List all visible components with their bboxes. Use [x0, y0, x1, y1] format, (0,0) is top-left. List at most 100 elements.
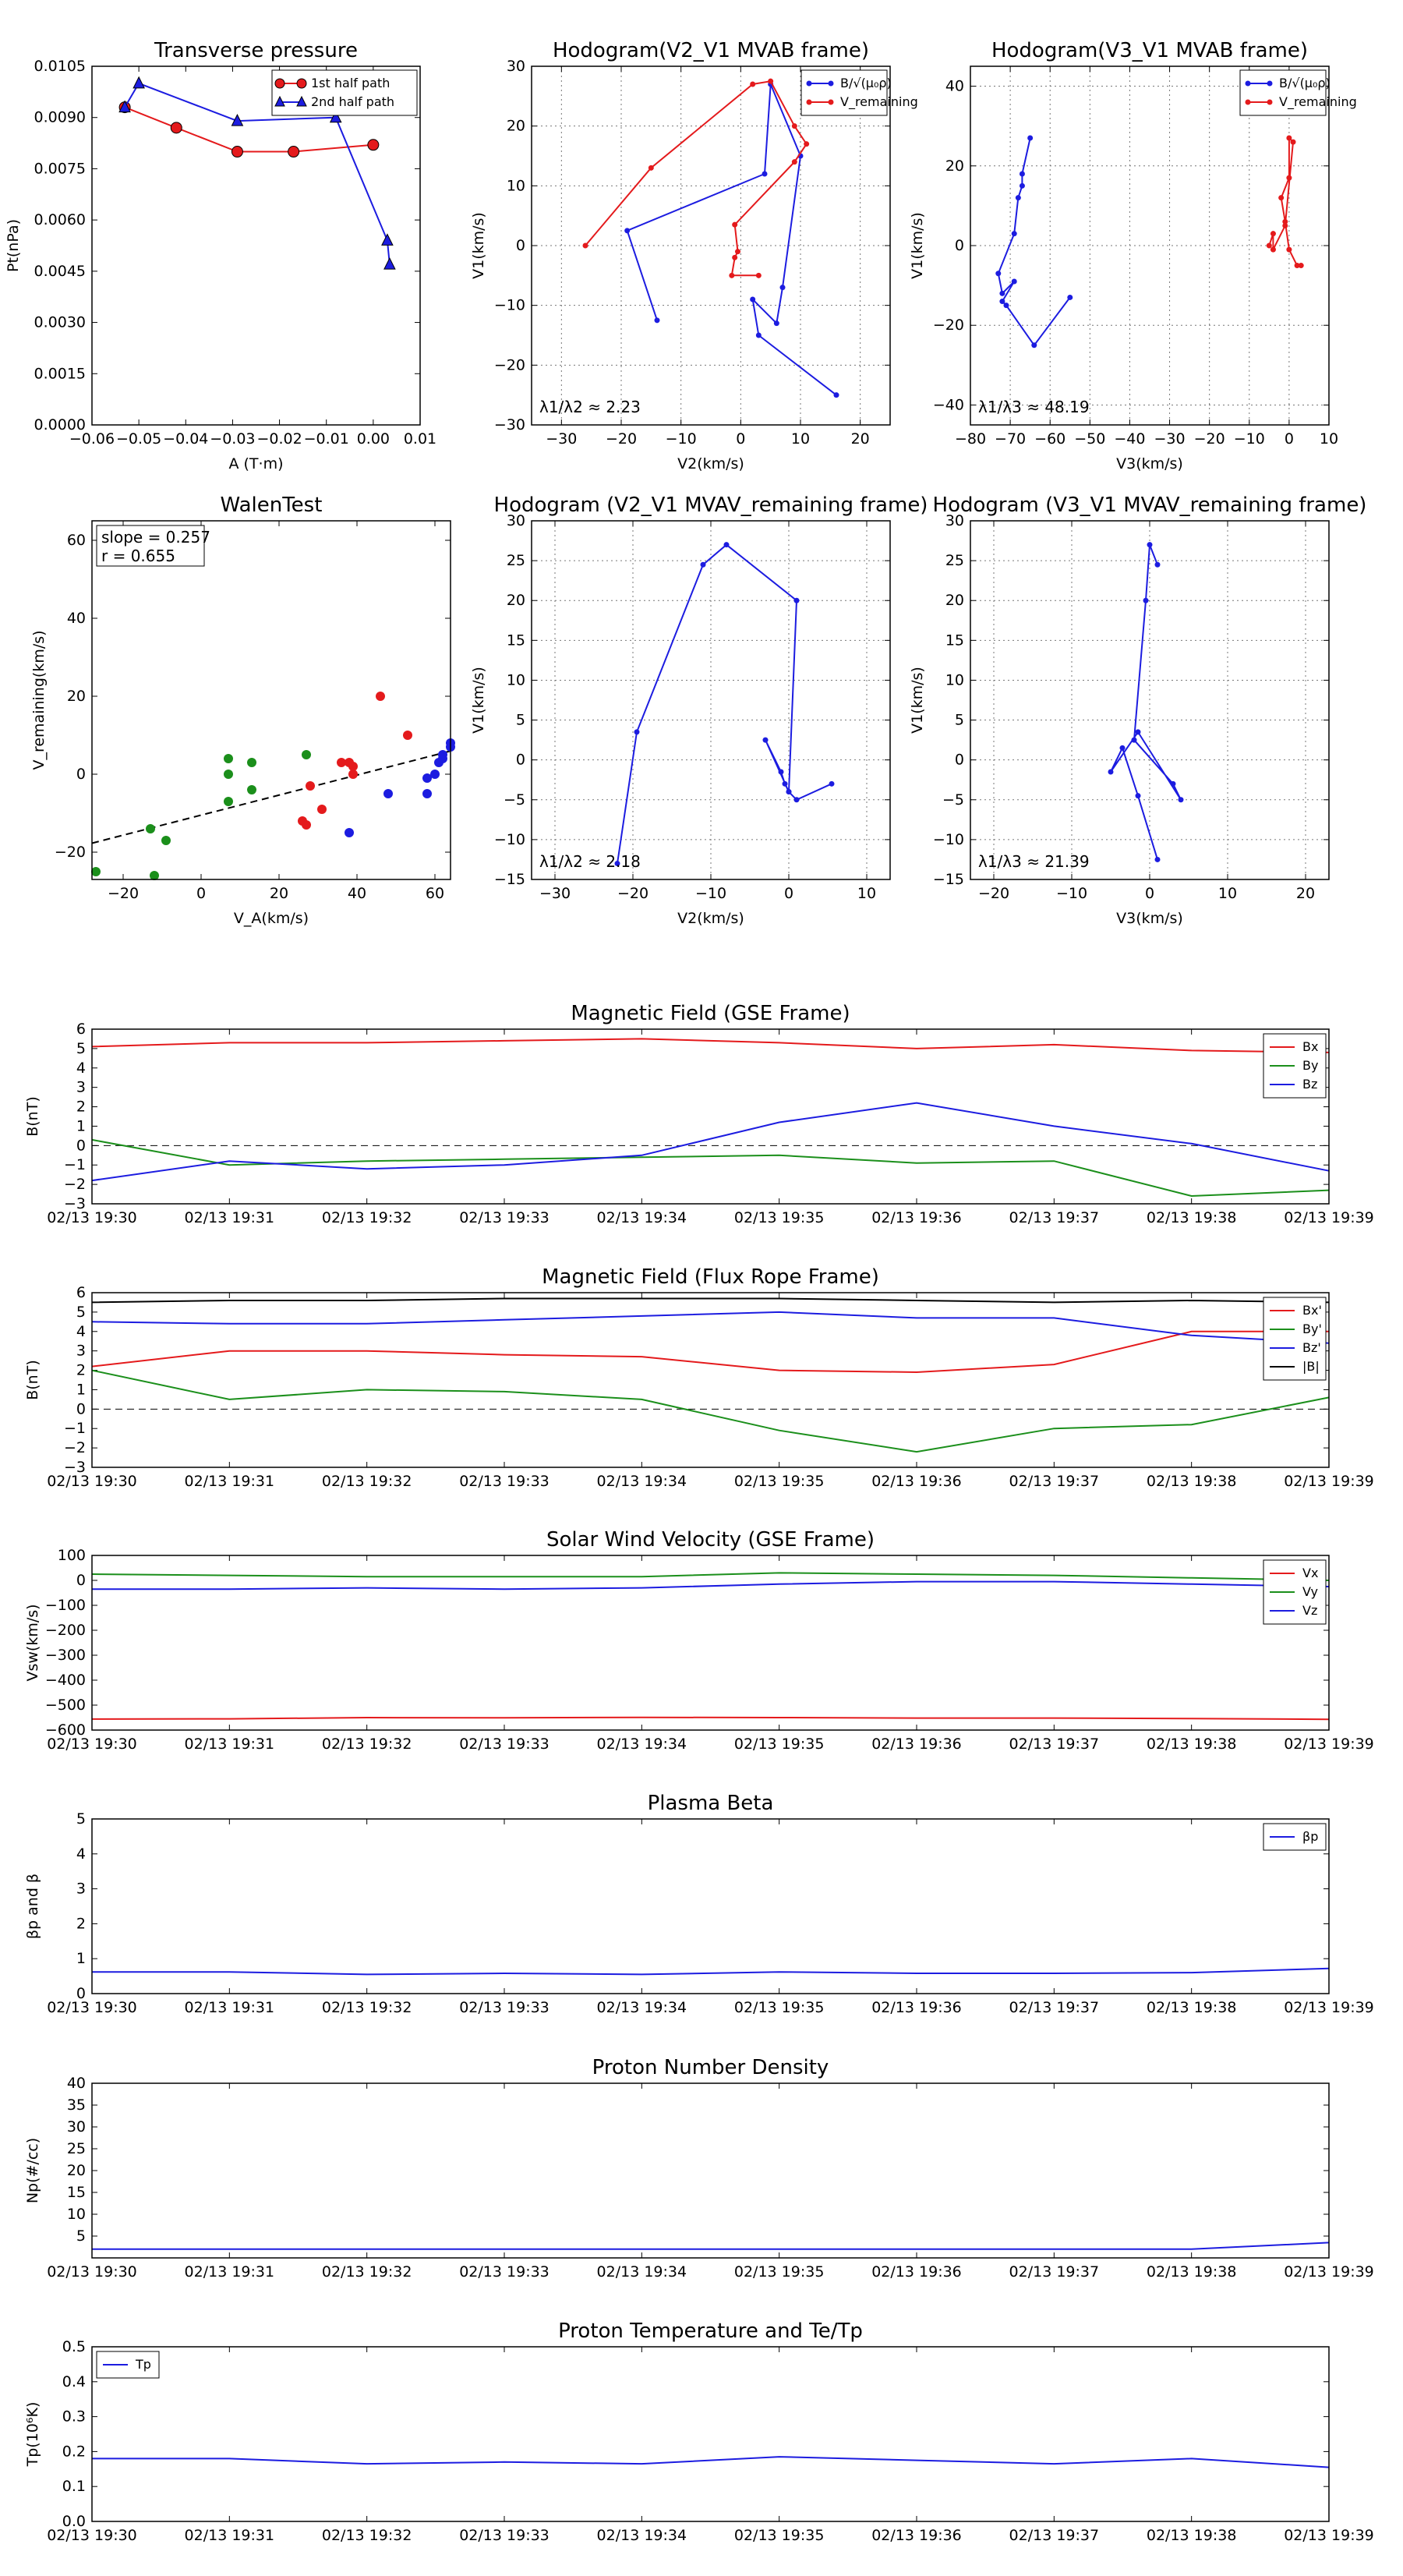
mf_fr-xtick-label: 02/13 19:38: [1147, 1473, 1237, 1490]
walen-point: [247, 758, 256, 767]
mf_gse-xtick-label: 02/13 19:35: [734, 1209, 825, 1226]
h4-ytick-label: 30: [945, 512, 964, 529]
h4-series-0-point: [1178, 797, 1184, 803]
h2-frame: [970, 65, 1330, 426]
h4-series-0-point: [1108, 769, 1114, 775]
h1-series-1-point: [732, 221, 738, 228]
h3-series-0-point: [762, 737, 769, 743]
h3-series-0-point: [614, 861, 620, 867]
tp-series-1-point: [118, 100, 131, 113]
h4-series-0-point: [1131, 737, 1137, 743]
h2-series-1-line: [1268, 136, 1302, 267]
tp-xtick-label: −0.02: [256, 430, 302, 448]
beta-ytick-label: 0: [76, 1985, 86, 2002]
walen-point: [383, 789, 393, 798]
np-xtick-label: 02/13 19:30: [47, 2263, 137, 2281]
h1-legend-marker: [806, 80, 812, 87]
np-xtick-label: 02/13 19:35: [734, 2263, 825, 2281]
walen-ytick-label: −20: [55, 844, 86, 861]
sw-ytick-label: −400: [45, 1672, 86, 1689]
h1-ytick-label: −30: [494, 416, 525, 433]
h4-xtick-label: 0: [1145, 885, 1154, 902]
np-ytick-label: 20: [67, 2162, 86, 2179]
tp-ytick-label: 0.4: [62, 2373, 86, 2390]
sw-xtick-label: 02/13 19:31: [185, 1736, 275, 1753]
mf_fr-series-0: [91, 1330, 1329, 1374]
h4-series-0-line: [1110, 544, 1182, 860]
tp-xtick-label: −0.06: [69, 430, 115, 448]
np-xtick-label: 02/13 19:31: [185, 2263, 275, 2281]
mf_fr-xtick-label: 02/13 19:32: [322, 1473, 412, 1490]
h2-legend-marker: [1267, 80, 1273, 87]
h4-ytick-label: 25: [945, 552, 964, 569]
h3-annotation: λ1/λ2 ≈ 2.18: [539, 852, 641, 871]
h3-series-0-line: [617, 543, 832, 864]
h2-series-1-point: [1270, 231, 1276, 237]
h4-ytick-label: −5: [942, 791, 964, 809]
walen-point: [337, 758, 346, 767]
h1-xtick-label: 20: [851, 430, 870, 448]
mf_fr-series-3: [91, 1297, 1330, 1304]
tp-series-0-point: [288, 146, 300, 158]
h2-series-1-point: [1286, 246, 1292, 253]
h2-ytick-label: −40: [933, 396, 964, 413]
walen-point: [224, 754, 233, 763]
np-frame: [91, 2082, 1330, 2259]
np-series-0: [92, 2242, 1330, 2250]
tp-ytick-label: 0.2: [62, 2443, 86, 2460]
sw-series-2: [92, 1580, 1330, 1591]
h1-series-0-line: [626, 83, 837, 396]
sw-ytick-label: −100: [45, 1597, 86, 1614]
mf_gse-xtick-label: 02/13 19:38: [1147, 1209, 1237, 1226]
h2-series-0-point: [999, 290, 1005, 296]
beta-ytick-label: 2: [76, 1915, 86, 1932]
h2-series-0-line: [997, 137, 1071, 347]
walen-ytick-label: 0: [76, 766, 86, 783]
h2-series-0-point: [999, 299, 1005, 305]
tp-xtick-label: 02/13 19:37: [1009, 2527, 1100, 2544]
tp-series-1-point: [329, 110, 342, 123]
h2-series-1-point: [1266, 242, 1272, 249]
mf_fr-ylabel: B(nT): [24, 1360, 41, 1400]
mf_fr-ytick-label: 1: [76, 1381, 86, 1398]
sw-xtick-label: 02/13 19:35: [734, 1736, 825, 1753]
h1-series-1-point: [768, 78, 774, 84]
h4-ytick-label: 20: [945, 592, 964, 609]
walen-point: [403, 731, 412, 740]
h2-series-0-point: [995, 271, 1002, 277]
mf_gse-ytick-label: 1: [76, 1117, 86, 1134]
mf_gse-ytick-label: −1: [64, 1156, 86, 1173]
h3-ytick-label: 25: [507, 552, 525, 569]
beta-xtick-label: 02/13 19:32: [322, 1999, 412, 2016]
mf_fr-xtick-label: 02/13 19:37: [1009, 1473, 1100, 1490]
mf_fr-xtick-label: 02/13 19:36: [871, 1473, 962, 1490]
h3-ytick-label: 15: [507, 632, 525, 649]
h3-xtick-label: −30: [539, 885, 571, 902]
h1-legend-marker: [806, 99, 812, 105]
h3-xtick-label: −20: [617, 885, 648, 902]
np-xtick-label: 02/13 19:38: [1147, 2263, 1237, 2281]
beta-ytick-label: 1: [76, 1950, 86, 1967]
h2-legend-marker: [1267, 99, 1273, 105]
h2-xlabel: V3(km/s): [1116, 455, 1183, 472]
tp-ytick-label: 0.5: [62, 2338, 86, 2355]
h1-xlabel: V2(km/s): [677, 455, 744, 472]
mf_fr-frame: [91, 1292, 1330, 1468]
h3-ytick-label: 5: [516, 712, 525, 729]
h2-ylabel: V1(km/s): [909, 212, 926, 279]
tp-xtick-label: 02/13 19:32: [322, 2527, 412, 2544]
walen-point: [348, 770, 358, 779]
walen-point: [430, 770, 440, 779]
mf_gse-legend-label: Bx: [1302, 1039, 1318, 1054]
h4-xtick-label: 10: [1218, 885, 1237, 902]
tp-legend-marker: [274, 95, 285, 107]
mf_fr-legend-label: |B|: [1302, 1359, 1320, 1374]
beta-xtick-label: 02/13 19:39: [1284, 1999, 1374, 2016]
walen-frame: [91, 520, 451, 880]
walen-point: [317, 805, 327, 814]
walen-xtick-label: 20: [270, 885, 288, 902]
h2-series-1-point: [1286, 135, 1292, 141]
tp-legend-marker: [274, 78, 285, 89]
tp-frame: [91, 65, 421, 426]
h1-series-0-point: [750, 296, 756, 303]
